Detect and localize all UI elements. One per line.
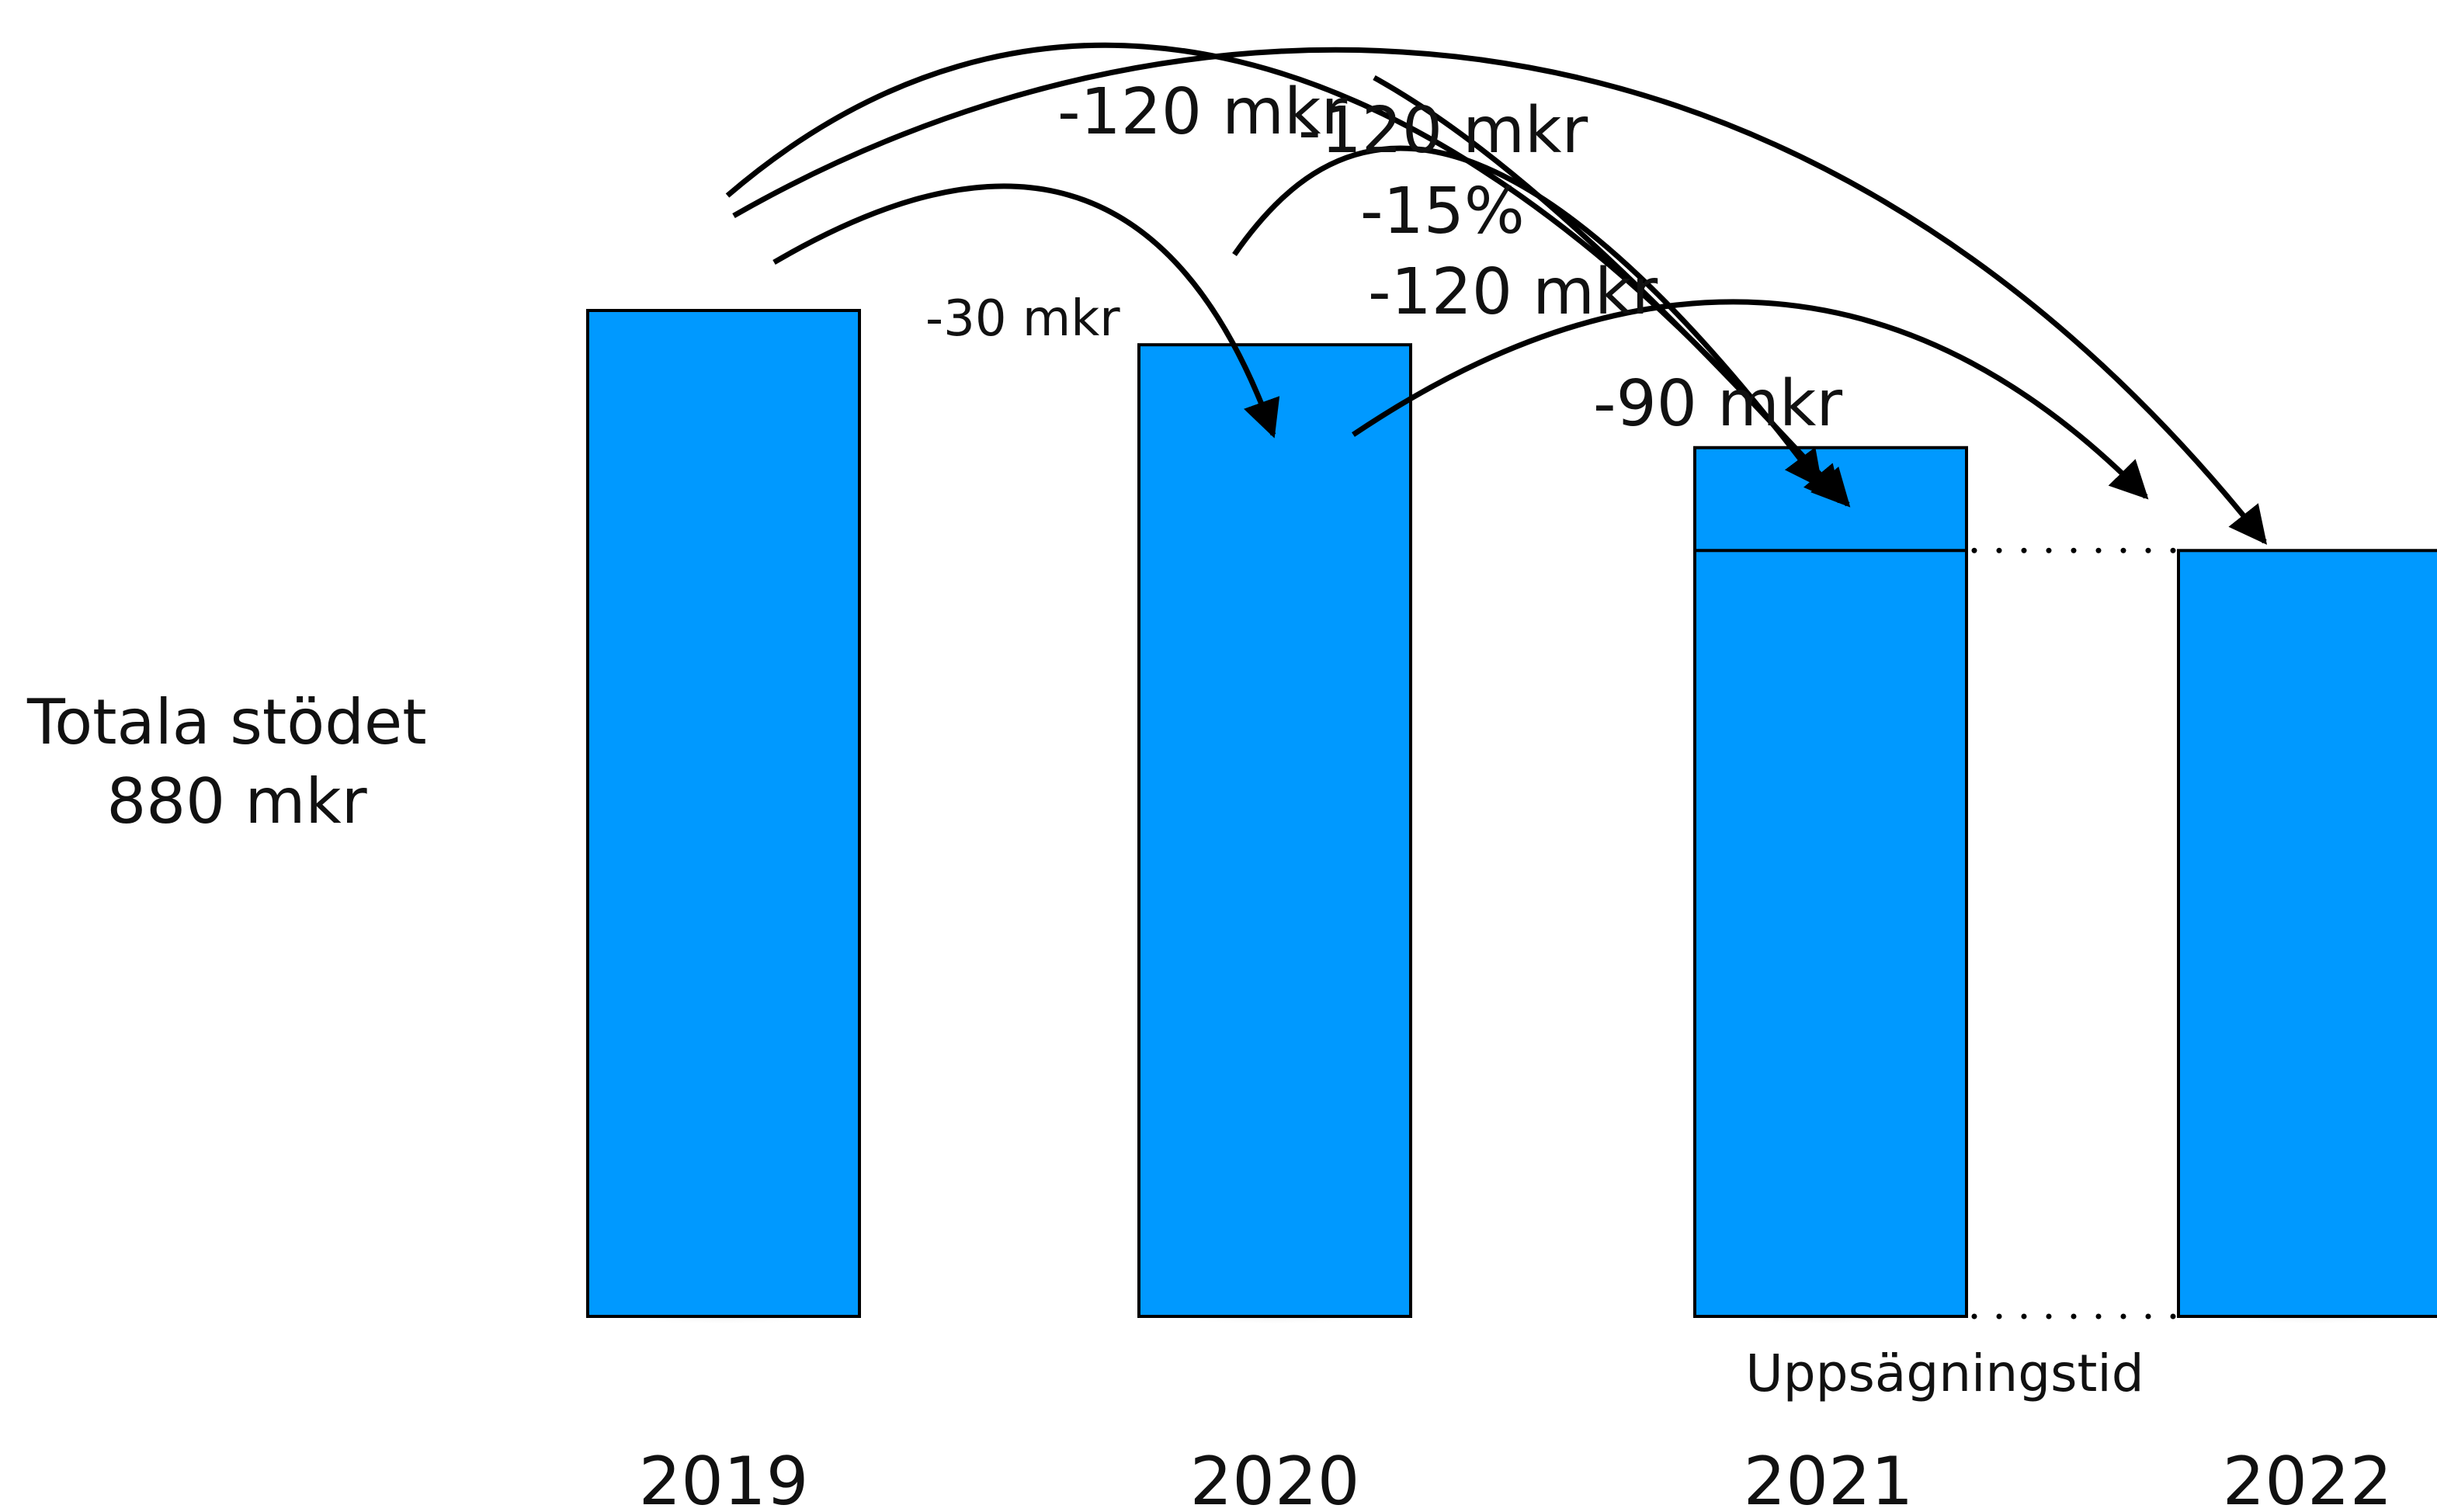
reduction-arrow-4 (1232, 145, 1823, 489)
total-support-line-1: Totala stödet (26, 686, 427, 758)
bars-layer (586, 309, 2437, 1341)
reduction-arrow-3 (732, 47, 2268, 545)
annotation-label-4: -15% (1360, 175, 1525, 248)
bar-2022 (2177, 549, 2437, 1318)
x-tick-2022: 2022 (2223, 1443, 2393, 1512)
reduction-arrow-1 (772, 183, 1280, 439)
notice-period-label: Uppsägningstid (1745, 1344, 2144, 1403)
reduction-arrow-6 (1373, 75, 1851, 508)
annotation-label-1: -30 mkr (925, 290, 1120, 348)
x-tick-2019: 2019 (639, 1443, 809, 1512)
x-tick-2020: 2020 (1190, 1443, 1360, 1512)
annotation-label-2: -120 mkr (1057, 75, 1348, 149)
bar-2020 (1137, 343, 1412, 1319)
total-support-label: Totala stödet 880 mkr (26, 686, 446, 837)
bar-2021 (1693, 446, 1968, 1318)
arrows-layer (725, 42, 2268, 545)
annotation-label-5: -120 mkr (1368, 255, 1658, 329)
reduction-arrow-5 (1352, 299, 2149, 500)
notice-guides (1971, 547, 2177, 1320)
total-support-line-2: 880 mkr (106, 765, 366, 837)
annotation-label-3: -120 mkr (1298, 94, 1588, 168)
x-tick-2021: 2021 (1744, 1443, 1914, 1512)
bar-2019 (586, 309, 861, 1318)
annotation-label-6: -90 mkr (1593, 367, 1842, 441)
